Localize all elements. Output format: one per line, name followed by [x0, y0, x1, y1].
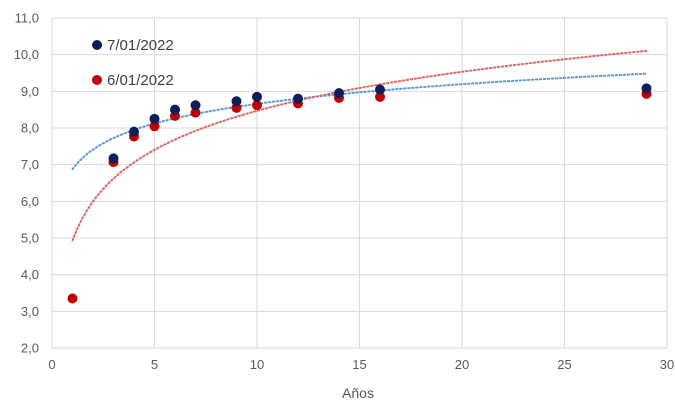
data-point	[252, 91, 262, 102]
data-point	[149, 121, 160, 132]
trendline-1	[71, 72, 648, 171]
x-tick-label: 30	[660, 357, 674, 372]
y-tick-label: 7,0	[21, 157, 39, 172]
data-point	[252, 100, 262, 111]
x-tick-label: 0	[48, 357, 55, 372]
data-points	[67, 83, 652, 304]
data-point	[149, 113, 160, 124]
data-point	[190, 107, 201, 118]
gridlines	[51, 17, 668, 349]
data-point	[170, 104, 180, 115]
data-point	[190, 100, 201, 111]
y-tick-label: 11,0	[15, 11, 39, 26]
data-point	[231, 96, 242, 107]
y-tick-label: 6,0	[21, 194, 39, 209]
legend: 7/01/2022 6/01/2022	[92, 37, 174, 89]
legend-label: 7/01/2022	[107, 37, 174, 54]
data-point	[375, 91, 385, 102]
x-tick-label: 20	[455, 357, 469, 372]
x-axis-title: Años	[342, 385, 374, 401]
data-point	[129, 126, 139, 137]
y-tick-label: 8,0	[21, 121, 39, 136]
data-point	[334, 88, 344, 99]
axes: 2,0 3,0 4,0 5,0 6,0 7,0 8,0 9,0 10,0 11,0 0 5 10 15 20…	[14, 11, 675, 373]
x-tick-label: 15	[352, 357, 366, 372]
trendline-2	[71, 49, 648, 242]
x-tick-label: 25	[557, 357, 571, 372]
y-tick-label: 5,0	[21, 231, 39, 246]
data-point	[641, 83, 652, 94]
legend-label: 6/01/2022	[107, 72, 174, 89]
trendlines	[71, 49, 648, 242]
y-tick-label: 2,0	[21, 341, 39, 356]
legend-marker	[92, 75, 102, 85]
data-point	[293, 93, 303, 104]
legend-marker	[92, 40, 102, 50]
data-point	[375, 84, 385, 95]
x-tick-label: 10	[250, 357, 264, 372]
y-tick-label: 3,0	[21, 304, 39, 319]
y-tick-label: 9,0	[21, 84, 39, 99]
y-tick-label: 4,0	[21, 267, 39, 282]
data-point	[108, 153, 119, 164]
data-point	[67, 293, 78, 304]
y-tick-label: 10,0	[14, 47, 39, 62]
x-tick-label: 5	[151, 357, 158, 372]
